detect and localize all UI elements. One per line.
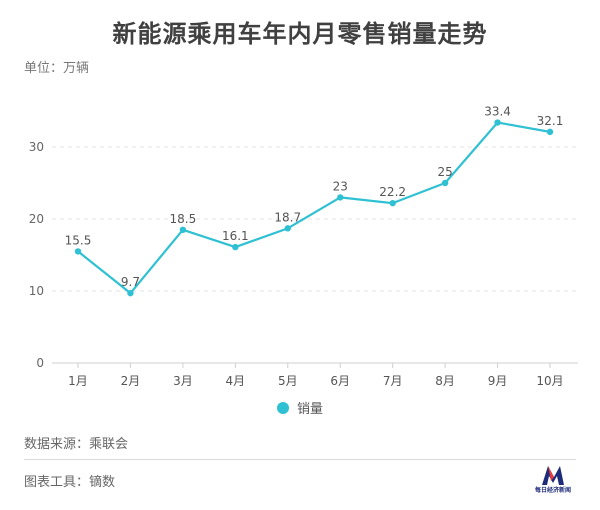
data-label: 16.1: [222, 229, 249, 243]
chart-title: 新能源乘用车年内月零售销量走势: [112, 20, 488, 48]
data-label: 22.2: [379, 185, 406, 199]
y-tick-label: 0: [36, 356, 44, 370]
series-line: [77, 121, 551, 295]
legend-marker: [276, 401, 289, 414]
data-label: 23: [333, 179, 348, 193]
data-point: [284, 225, 291, 232]
x-tick-label: 10月: [536, 374, 563, 388]
data-point: [127, 289, 134, 297]
data-source: 数据来源：乘联会: [24, 437, 129, 452]
legend-label: 销量: [296, 402, 323, 417]
data-point: [337, 194, 344, 201]
x-tick-label: 4月: [226, 374, 246, 388]
x-tick-label: 5月: [278, 374, 298, 388]
y-tick-label: 20: [29, 212, 44, 226]
data-label: 18.5: [170, 212, 197, 226]
x-tick-label: 9月: [488, 374, 508, 388]
chart-tool-credit: 图表工具：镝数: [24, 475, 116, 490]
x-tick-label: 8月: [435, 374, 455, 388]
y-tick-label: 30: [29, 140, 44, 154]
x-tick-label: 6月: [330, 374, 350, 388]
data-point: [441, 179, 449, 187]
unit-label: 单位：万辆: [24, 61, 90, 76]
brand-logo: 每日经济新闻: [528, 463, 578, 503]
x-tick-label: 7月: [383, 374, 403, 388]
data-label: 18.7: [274, 210, 301, 224]
data-point: [389, 199, 396, 207]
x-tick-label: 2月: [121, 374, 141, 388]
legend[interactable]: 销量: [0, 398, 600, 417]
data-label: 32.1: [537, 114, 564, 128]
data-point: [179, 226, 187, 233]
y-tick-label: 10: [29, 284, 44, 298]
line-chart: 0 10 20 30 1月 2月 3月 4月 5月 6月 7月 8月 9月 10月 15.5 9.7 18.5 1…: [29, 105, 578, 388]
logo-mark-icon: [542, 466, 564, 485]
data-point: [546, 128, 554, 136]
x-tick-label: 1月: [68, 374, 88, 388]
data-label: 25: [437, 165, 452, 179]
data-label: 15.5: [65, 233, 92, 247]
x-tick-label: 3月: [173, 374, 193, 388]
data-point: [494, 119, 501, 126]
data-label: 33.4: [484, 105, 511, 119]
footer-divider: [24, 459, 576, 460]
data-point: [74, 248, 82, 255]
data-point: [232, 243, 239, 251]
data-label: 9.7: [121, 275, 140, 289]
logo-text: 每日经济新闻: [534, 487, 571, 494]
